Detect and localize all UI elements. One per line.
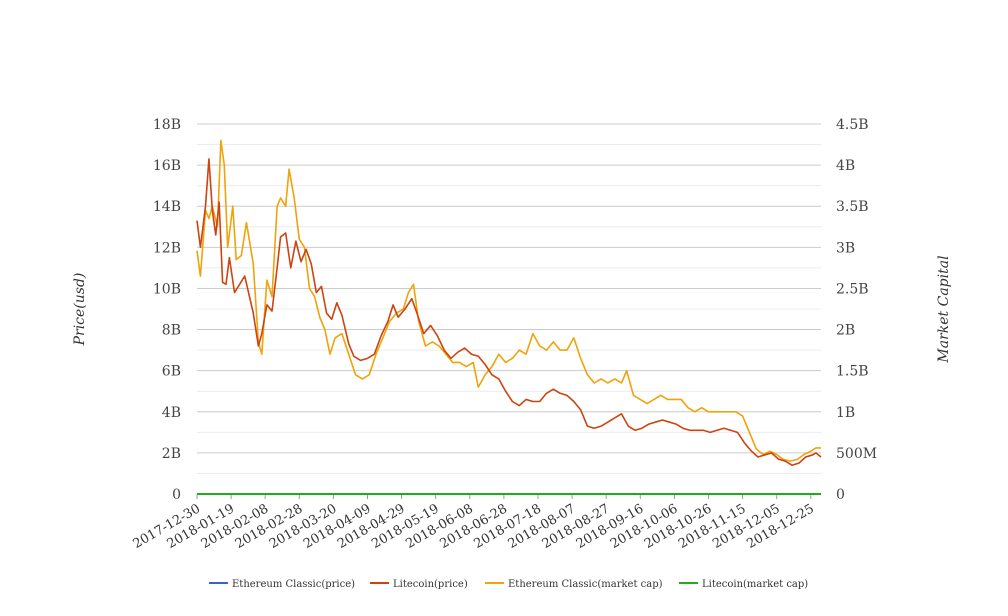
y-axis-right: 0 500M 1B 1.5B 2B 2.5B 3B 3.5B 4B 4.5B — [836, 117, 877, 503]
series-line-2 — [196, 139, 821, 462]
y-left-tick-label: 0 — [172, 487, 181, 503]
y-right-tick-label: 3B — [836, 240, 855, 256]
y-left-tick-label: 12B — [153, 240, 181, 256]
y-right-tick-label: 0 — [836, 487, 845, 503]
y-left-tick-label: 8B — [162, 323, 181, 339]
y-right-tick-label: 2.5B — [836, 281, 869, 297]
legend-label: Litecoin(market cap) — [702, 579, 808, 590]
y-left-tick-label: 4B — [162, 405, 181, 421]
x-axis: 2017-12-302018-01-192018-02-082018-02-28… — [131, 494, 817, 552]
legend: Ethereum Classic(price) Litecoin(price) Et… — [209, 579, 808, 590]
series-line-1 — [196, 158, 822, 467]
legend-label: Litecoin(price) — [393, 579, 468, 590]
y-right-tick-label: 2B — [836, 323, 855, 339]
y-left-tick-label: 10B — [153, 281, 181, 297]
y-right-tick-label: 1B — [836, 405, 855, 421]
y-left-tick-label: 18B — [153, 117, 181, 133]
gridlines — [197, 123, 821, 495]
y-right-tick-label: 1.5B — [836, 364, 869, 380]
y-right-tick-label: 4.5B — [836, 117, 869, 133]
series-layer — [196, 139, 822, 495]
y-right-tick-label: 500M — [836, 446, 877, 462]
y-left-tick-label: 2B — [162, 446, 181, 462]
y-axis-left: 0 2B 4B 6B 8B 10B 12B 14B 16B 18B — [153, 117, 181, 503]
y-axis-left-title: Price(usd) — [72, 273, 88, 347]
y-right-tick-label: 3.5B — [836, 199, 869, 215]
y-axis-right-title: Market Capital — [936, 255, 952, 363]
legend-label: Ethereum Classic(market cap) — [508, 579, 663, 590]
y-left-tick-label: 14B — [153, 199, 181, 215]
y-right-tick-label: 4B — [836, 158, 855, 174]
y-left-tick-label: 6B — [162, 364, 181, 380]
y-left-tick-label: 16B — [153, 158, 181, 174]
legend-label: Ethereum Classic(price) — [232, 579, 355, 590]
